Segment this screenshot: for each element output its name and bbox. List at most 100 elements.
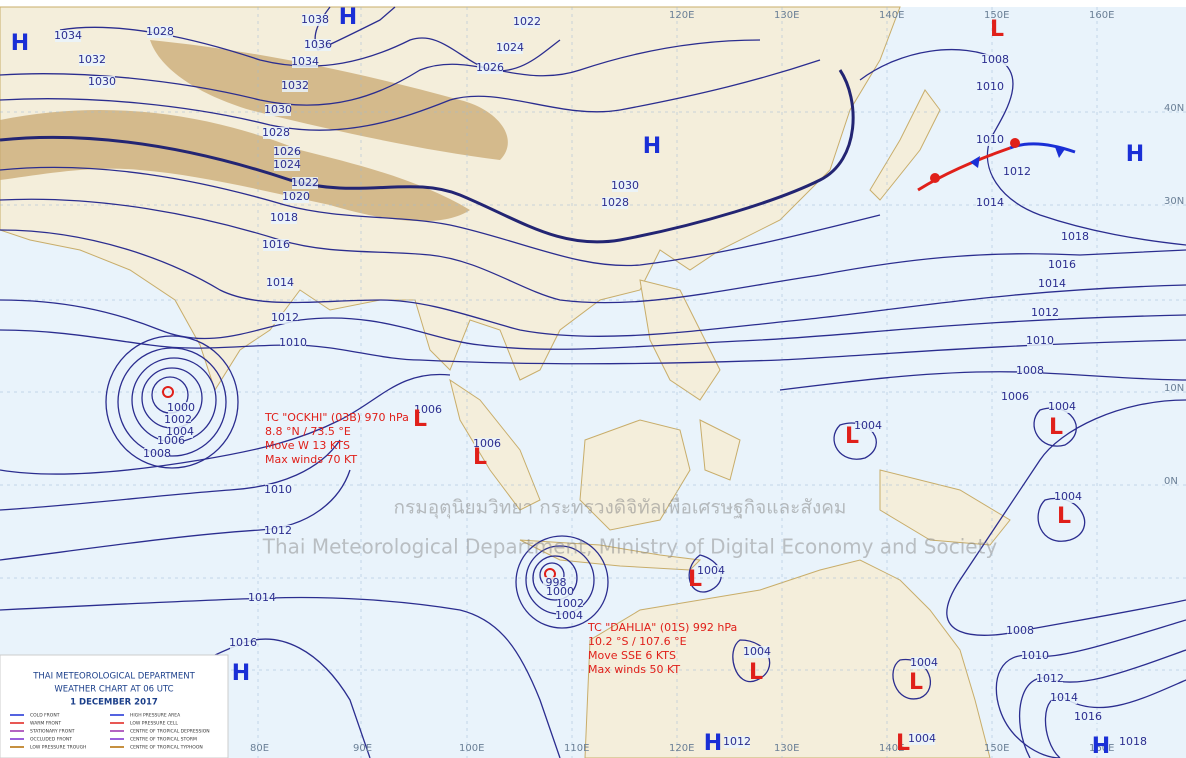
high-pressure-centre: H <box>1092 734 1110 758</box>
isobar-label-bg <box>1007 625 1033 637</box>
high-pressure-centre: H <box>704 731 722 756</box>
isobar-label: 1012 <box>1031 306 1059 319</box>
isobar-label-bg <box>977 197 1003 209</box>
isobar-label: 1010 <box>1026 334 1054 347</box>
isobar-label-bg <box>1017 365 1043 377</box>
isobar-label: 1012 <box>1036 672 1064 685</box>
storm-info: Max winds 50 KT <box>588 663 680 676</box>
isobar-label: 1014 <box>1050 691 1078 704</box>
isobar-label-bg <box>230 637 256 649</box>
longitude-label: 160E <box>1089 10 1114 21</box>
isobar-label-bg <box>977 81 1003 93</box>
fronts <box>162 138 1076 580</box>
latitude-label: 40N <box>1164 103 1184 114</box>
isobar-label-bg <box>158 435 184 447</box>
isobar-label: 1026 <box>476 61 504 74</box>
low-pressure-centre: L <box>909 670 923 695</box>
isobar-label: 1004 <box>910 656 938 669</box>
isobar-label-bg <box>265 525 291 537</box>
isobar-label-bg <box>477 62 503 74</box>
isobar-label-bg <box>698 565 724 577</box>
longitude-label: 90E <box>353 743 372 754</box>
isobar-label-bg <box>1049 401 1075 413</box>
isobar-label: 1004 <box>555 609 583 622</box>
isobar-label: 1032 <box>78 53 106 66</box>
isobar-label-bg <box>557 598 583 610</box>
isobar-label-bg <box>249 592 275 604</box>
isobar-label-bg <box>263 127 289 139</box>
isobar-label: 1008 <box>1006 624 1034 637</box>
land <box>0 6 1011 758</box>
longitude-label: 140E <box>879 10 904 21</box>
isobar-label-bg <box>602 197 628 209</box>
isobar-label: 1010 <box>264 483 292 496</box>
isobar-label: 1008 <box>981 53 1009 66</box>
isobar-label-bg <box>1002 391 1028 403</box>
isobar-label-bg <box>292 177 318 189</box>
isobar-label-bg <box>147 26 173 38</box>
isobar-label-bg <box>982 54 1008 66</box>
storm-info: TC "OCKHI" (03B) 970 hPa <box>264 411 409 424</box>
isobar-label-bg <box>283 191 309 203</box>
isobar-label-bg <box>556 610 582 622</box>
isobar-label-bg <box>1075 711 1101 723</box>
isobar-label-bg <box>282 80 308 92</box>
longitude-label: 110E <box>564 743 589 754</box>
isobar-label: 1016 <box>1048 258 1076 271</box>
isobar-label-bg <box>514 16 540 28</box>
isobar-label: 1022 <box>513 15 541 28</box>
isobar-label: 1018 <box>270 211 298 224</box>
isobar-label: 1028 <box>262 126 290 139</box>
top-border <box>0 0 1186 7</box>
isobar-label-bg <box>265 104 291 116</box>
isobar-label: 1010 <box>976 80 1004 93</box>
isobar-label-bg <box>274 159 300 171</box>
longitude-label: 140E <box>879 743 904 754</box>
low-pressure-centre: L <box>990 17 1004 42</box>
isobar-label-bg <box>165 414 191 426</box>
isobar-label: 1032 <box>281 79 309 92</box>
isobar-label: 1022 <box>291 176 319 189</box>
isobar-label: 1006 <box>1001 390 1029 403</box>
legend-item: HIGH PRESSURE AREA <box>130 713 181 719</box>
longitude-label: 150E <box>984 10 1009 21</box>
isobar-label-bg <box>1004 166 1030 178</box>
isobar-label: 1008 <box>1016 364 1044 377</box>
low-pressure-centre: L <box>896 731 910 756</box>
isobar-label-bg <box>855 420 881 432</box>
storm-info: TC "DAHLIA" (01S) 992 hPa <box>587 621 737 634</box>
legend-item: OCCLUDED FRONT <box>30 737 72 743</box>
isobar-label-bg <box>292 56 318 68</box>
longitude-label: 120E <box>669 743 694 754</box>
longitude-label: 150E <box>984 743 1009 754</box>
legend-box: THAI METEOROLOGICAL DEPARTMENT WEATHER C… <box>0 654 229 758</box>
isobar-label: 1034 <box>291 55 319 68</box>
isobar-label: 1004 <box>1054 490 1082 503</box>
isobar-label: 1014 <box>976 196 1004 209</box>
legend-item: LOW PRESSURE CELL <box>130 721 178 727</box>
isobar-label-bg <box>1032 307 1058 319</box>
isobar-label-bg <box>1120 736 1146 748</box>
isobar-label-bg <box>724 736 750 748</box>
isobar-label-bg <box>1049 259 1075 271</box>
isobar-label: 1010 <box>279 336 307 349</box>
storm-info: 10.2 °S / 107.6 °E <box>588 635 687 648</box>
isobar-label: 1012 <box>271 311 299 324</box>
isobar-label: 1038 <box>301 13 329 26</box>
isobar-label: 1016 <box>262 238 290 251</box>
isobar-label: 1004 <box>854 419 882 432</box>
isobar-label: 1004 <box>908 732 936 745</box>
latitude-label: 10N <box>1164 383 1184 394</box>
isobar-label-bg <box>911 657 937 669</box>
legend-item: CENTRE OF TROPICAL TYPHOON <box>130 745 203 751</box>
isobar-label: 998 <box>546 576 567 589</box>
legend-item: LOW PRESSURE TROUGH <box>30 745 86 751</box>
isobar-label-bg <box>547 586 573 598</box>
legend-title: THAI METEOROLOGICAL DEPARTMENT <box>32 672 195 682</box>
isobar-label-bg <box>263 239 289 251</box>
isobar-label: 1006 <box>473 437 501 450</box>
watermark-thai: กรมอุตุนิยมวิทยา กระทรวงดิจิทัลเพื่อเศรษ… <box>394 494 847 520</box>
isobar-label: 1036 <box>304 38 332 51</box>
isobar-label: 1006 <box>414 403 442 416</box>
